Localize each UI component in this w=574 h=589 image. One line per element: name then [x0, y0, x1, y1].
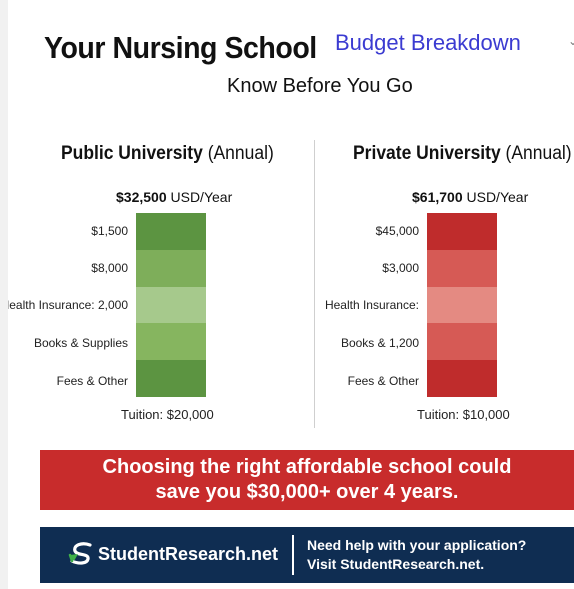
public-bar-segment — [136, 360, 206, 397]
page-title: Your Nursing School — [44, 30, 317, 65]
public-segment-label: Books & Supplies — [33, 336, 128, 350]
public-bar-segment — [136, 249, 206, 287]
brand-logo-text[interactable]: StudentResearch.net — [98, 544, 279, 564]
public-tuition-label: Tuition: $20,000 — [121, 407, 214, 422]
edge-mark-icon: ⌄ — [568, 34, 574, 48]
private-bar-segment — [427, 249, 497, 287]
panel-divider — [314, 140, 315, 428]
cta-line-1: Need help with your application? — [307, 537, 527, 553]
private-total: $61,700 USD/Year — [412, 189, 528, 205]
public-total: $32,500 USD/Year — [116, 189, 232, 205]
banner-line-2: save you $30,000+ over 4 years. — [155, 481, 459, 503]
private-segment-label: Fees & Other — [347, 374, 419, 388]
private-tuition-label: Tuition: $10,000 — [417, 407, 510, 422]
public-total-value: $32,500 — [116, 189, 167, 205]
private-segment-label: $3,000 — [382, 261, 419, 275]
public-university-panel: Public University (Annual) $32,500 USD/Y… — [8, 143, 308, 433]
public-segment-label: $1,500 — [91, 224, 128, 238]
private-segment-label: Books & 1,200 — [340, 336, 419, 350]
private-panel-title: Private University (Annual) — [353, 143, 572, 165]
private-title-rest: (Annual) — [505, 143, 572, 164]
private-segment-label: Health Insurance: — [324, 298, 419, 312]
title-accent: Budget Breakdown — [335, 30, 521, 55]
private-stacked-bar — [427, 213, 497, 397]
public-title-bold: Public University — [61, 143, 203, 164]
banner-line-1: Choosing the right affordable school cou… — [102, 456, 512, 478]
private-bar-segment — [427, 323, 497, 361]
public-title-rest: (Annual) — [207, 143, 274, 164]
cta-line-2: Visit StudentResearch.net. — [307, 556, 485, 572]
public-segment-label: Fees & Other — [56, 374, 128, 388]
public-panel-title: Public University (Annual) — [61, 143, 274, 165]
public-bar-segment — [136, 213, 206, 250]
savings-banner: Choosing the right affordable school cou… — [40, 450, 574, 510]
page-subtitle: Know Before You Go — [227, 75, 413, 97]
public-segment-label: $8,000 — [91, 261, 128, 275]
public-bar-segment — [136, 286, 206, 324]
public-bar-segment — [136, 323, 206, 361]
private-bar-segment — [427, 213, 497, 250]
private-total-unit: USD/Year — [466, 189, 529, 205]
footer-bar: StudentResearch.net Need help with your … — [40, 527, 574, 583]
public-total-unit: USD/Year — [170, 189, 233, 205]
private-bar-segment — [427, 360, 497, 397]
private-title-bold: Private University — [353, 143, 501, 164]
private-segment-label: $45,000 — [375, 224, 419, 238]
private-total-value: $61,700 — [412, 189, 463, 205]
public-stacked-bar — [136, 213, 206, 397]
footer-divider — [292, 535, 294, 575]
private-university-panel: Private University (Annual) $61,700 USD/… — [316, 143, 574, 433]
footer-cta[interactable]: Need help with your application? Visit S… — [307, 536, 526, 574]
s-arrow-icon — [68, 541, 96, 567]
infographic: Your Nursing School Budget Breakdown ⌄ K… — [8, 0, 574, 589]
private-bar-segment — [427, 286, 497, 324]
public-segment-label: Health Insurance: 2,000 — [8, 298, 128, 312]
